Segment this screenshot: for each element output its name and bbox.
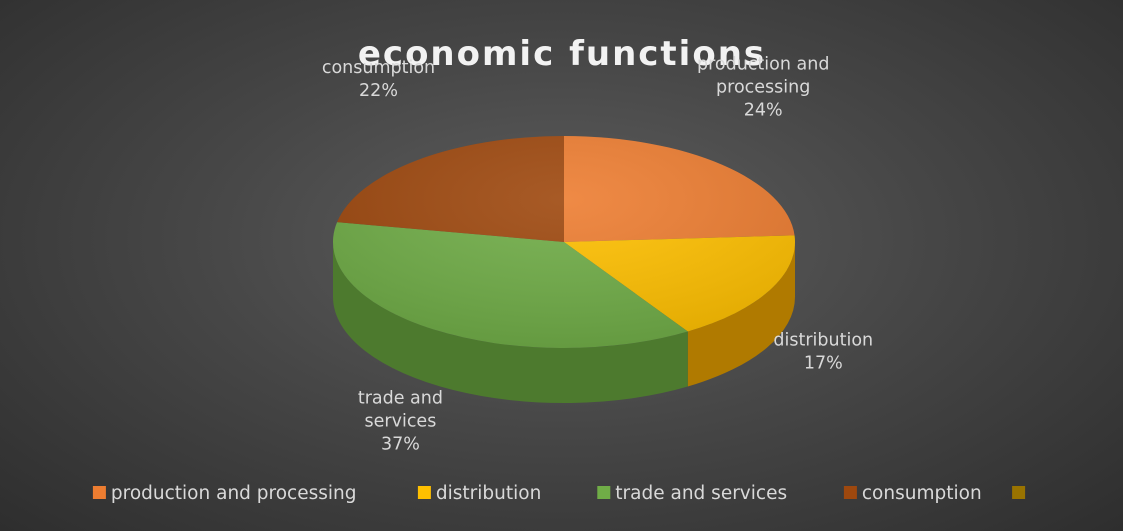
pie-sides [333, 242, 795, 403]
data-labels: production and processing 24% distribution 1… [322, 54, 873, 454]
data-label-category-distribution: distribution [773, 331, 873, 351]
legend-label-trade-and-services: trade and services [615, 483, 787, 504]
data-label-category-trade-and-services: trade and [358, 389, 443, 409]
legend-swatch-distribution [417, 486, 431, 499]
chart-title: economic functions [358, 34, 766, 74]
legend-label-production-and-processing: production and processing [111, 483, 357, 504]
data-label-category-trade-and-services: services [365, 412, 437, 432]
legend-swatch-blank [1012, 486, 1026, 499]
legend: production and processing distribution tra… [92, 483, 1026, 504]
data-label-category-production-and-processing: processing [716, 77, 810, 97]
pie-side-distribution [687, 242, 795, 387]
pie-top [333, 136, 795, 348]
legend-label-distribution: distribution [436, 483, 541, 504]
data-label-category-consumption: consumption [322, 58, 435, 78]
legend-swatch-production-and-processing [92, 486, 106, 499]
legend-swatch-trade-and-services [597, 486, 611, 499]
data-label-category-production-and-processing: production and [697, 54, 829, 74]
pie-top-shading [333, 136, 795, 348]
data-label-percent-trade-and-services: 37% [381, 435, 420, 455]
legend-swatch-consumption [843, 486, 857, 499]
legend-label-consumption: consumption [862, 483, 982, 504]
data-label-percent-distribution: 17% [804, 354, 843, 374]
pie-side-trade-and-services [333, 242, 688, 403]
data-label-percent-production-and-processing: 24% [744, 100, 783, 120]
data-label-percent-consumption: 22% [359, 81, 398, 101]
